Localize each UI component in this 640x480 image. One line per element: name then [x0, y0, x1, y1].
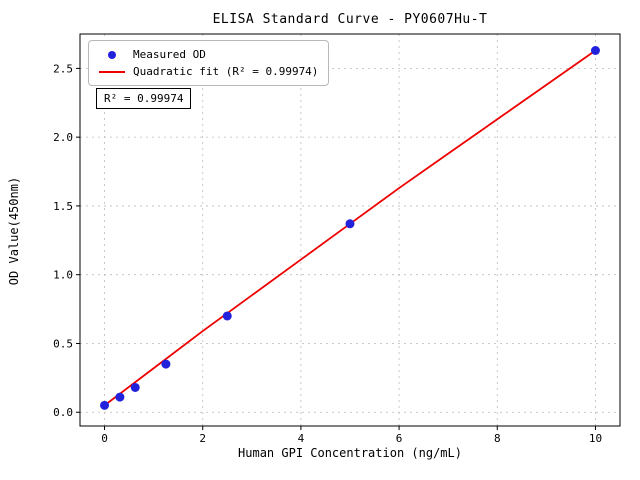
- legend: Measured OD Quadratic fit (R² = 0.99974): [88, 40, 330, 86]
- svg-text:2.5: 2.5: [53, 62, 73, 75]
- x-axis-label: Human GPI Concentration (ng/mL): [238, 446, 462, 460]
- svg-text:2.0: 2.0: [53, 131, 73, 144]
- quadratic-fit-line-icon: [97, 70, 127, 73]
- svg-text:1.5: 1.5: [53, 200, 73, 213]
- measured-od-points: [100, 46, 600, 410]
- legend-item-measured-od: Measured OD: [97, 46, 318, 63]
- legend-label-measured-od: Measured OD: [133, 48, 206, 61]
- svg-text:0.0: 0.0: [53, 406, 73, 419]
- plot-border: [79, 33, 621, 427]
- svg-text:4: 4: [298, 432, 305, 445]
- legend-item-quadratic-fit: Quadratic fit (R² = 0.99974): [97, 63, 318, 80]
- legend-label-quadratic-fit: Quadratic fit (R² = 0.99974): [133, 65, 319, 78]
- svg-text:1.0: 1.0: [53, 269, 73, 282]
- chart-title: ELISA Standard Curve - PY0607Hu-T: [212, 12, 488, 27]
- svg-text:0: 0: [101, 432, 108, 445]
- svg-text:10: 10: [589, 432, 602, 445]
- r-squared-annotation: R² = 0.99974: [96, 88, 192, 109]
- axis-ticks: 0 2 4 6 8 10 0.0 0.5 1.0 1.5 2.0 2.5: [53, 62, 602, 445]
- svg-text:0.5: 0.5: [53, 337, 73, 350]
- svg-text:2: 2: [199, 432, 206, 445]
- measured-od-dot-icon: [97, 50, 127, 59]
- y-axis-label: OD Value(450nm): [7, 176, 21, 286]
- svg-text:6: 6: [396, 432, 403, 445]
- svg-text:8: 8: [494, 432, 501, 445]
